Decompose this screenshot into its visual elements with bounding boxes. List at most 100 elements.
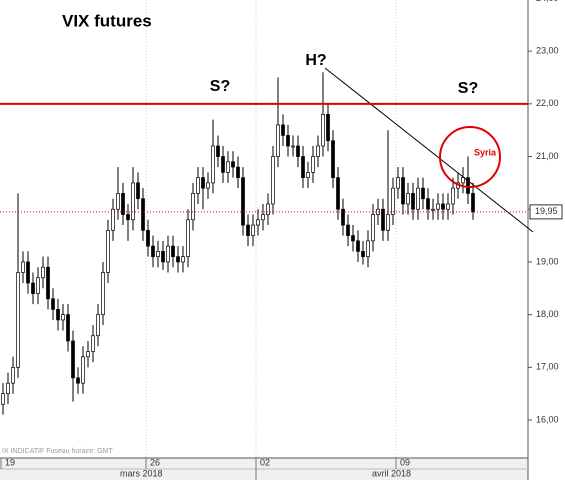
- candle-body: [151, 245, 155, 258]
- y-tick-label: 24,00: [536, 0, 559, 3]
- y-tick-label: 19,00: [536, 256, 559, 266]
- candle-body: [431, 208, 435, 211]
- candle-body: [51, 298, 55, 310]
- annotation: S?: [458, 80, 478, 97]
- candle-body: [426, 198, 430, 210]
- candle-body: [26, 261, 30, 284]
- candle-body: [111, 208, 115, 231]
- candle-body: [401, 177, 405, 205]
- candle-body: [71, 340, 75, 379]
- candle-body: [171, 245, 175, 258]
- candle-body: [446, 203, 450, 210]
- candle-body: [441, 203, 445, 210]
- chart-title: VIX futures: [62, 11, 152, 30]
- candle-body: [236, 166, 240, 178]
- candle-body: [406, 193, 410, 205]
- candle-body: [121, 193, 125, 215]
- candle-body: [21, 261, 25, 273]
- candle-body: [276, 124, 280, 157]
- y-tick-label: 22,00: [536, 98, 559, 108]
- y-tick-label: 23,00: [536, 45, 559, 55]
- y-tick-label: 17,00: [536, 362, 559, 372]
- candle-body: [191, 193, 195, 221]
- candle-body: [116, 193, 120, 210]
- month-label: mars 2018: [120, 468, 163, 478]
- candle-body: [141, 198, 145, 231]
- candle-body: [371, 214, 375, 242]
- candle-body: [161, 251, 165, 263]
- candle-body: [296, 145, 300, 157]
- candle-body: [286, 135, 290, 147]
- highlight-circle: [439, 126, 501, 188]
- x-tick-label: 19: [5, 457, 15, 467]
- candle-body: [341, 208, 345, 226]
- candle-body: [306, 171, 310, 178]
- candle-body: [266, 203, 270, 215]
- candle-body: [381, 208, 385, 231]
- candle-body: [416, 187, 420, 210]
- candle-body: [136, 182, 140, 200]
- candle-body: [41, 266, 45, 279]
- candle-body: [466, 177, 470, 194]
- candle-body: [391, 187, 395, 215]
- candle-body: [346, 224, 350, 236]
- candle-body: [206, 182, 210, 189]
- candle-body: [386, 214, 390, 231]
- candle-body: [211, 145, 215, 184]
- candle-body: [126, 214, 130, 221]
- candle-body: [361, 251, 365, 258]
- candle-body: [251, 224, 255, 236]
- x-tick-label: 26: [150, 457, 160, 467]
- annotation: H?: [305, 52, 326, 69]
- last-price-label: 19,95: [535, 206, 558, 216]
- candle-body: [411, 193, 415, 210]
- candle-body: [241, 177, 245, 226]
- candle-body: [181, 256, 185, 263]
- candle-body: [196, 177, 200, 194]
- x-tick-label: 09: [400, 457, 410, 467]
- candle-body: [176, 256, 180, 263]
- candle-body: [106, 229, 110, 273]
- candle-body: [31, 282, 35, 294]
- candle-body: [91, 335, 95, 352]
- candle-body: [81, 356, 85, 384]
- candle-body: [101, 272, 105, 315]
- candle-body: [146, 229, 150, 247]
- month-label: avril 2018: [372, 468, 411, 478]
- y-tick-label: 21,00: [536, 151, 559, 161]
- candle-body: [166, 245, 170, 263]
- candle-body: [131, 182, 135, 221]
- candle-body: [436, 203, 440, 210]
- candle-body: [326, 114, 330, 142]
- candle-body: [311, 156, 315, 173]
- annotation: Syria: [474, 147, 497, 157]
- candle-body: [46, 266, 50, 300]
- candle-body: [11, 366, 15, 384]
- candle-body: [261, 214, 265, 221]
- x-tick-label: 02: [260, 457, 270, 467]
- candle-body: [281, 124, 285, 136]
- candle-body: [66, 314, 70, 342]
- candle-body: [321, 114, 325, 147]
- footnote: IX INDICATIF Fuseau horaire: GMT: [2, 448, 113, 455]
- candle-body: [271, 156, 275, 205]
- candle-body: [471, 193, 475, 213]
- candle-body: [201, 177, 205, 189]
- candle-body: [331, 140, 335, 178]
- candle-body: [461, 177, 465, 184]
- candle-body: [221, 156, 225, 173]
- candle-body: [86, 351, 90, 358]
- candle-body: [156, 251, 160, 258]
- candle-body: [356, 240, 360, 252]
- candle-body: [451, 187, 455, 205]
- candle-body: [316, 145, 320, 157]
- candle-body: [186, 219, 190, 258]
- candle-body: [421, 187, 425, 200]
- candle-body: [351, 235, 355, 242]
- candle-body: [291, 145, 295, 148]
- candle-body: [56, 309, 60, 321]
- candle-body: [61, 314, 65, 321]
- candle-body: [336, 177, 340, 210]
- candle-body: [6, 382, 10, 395]
